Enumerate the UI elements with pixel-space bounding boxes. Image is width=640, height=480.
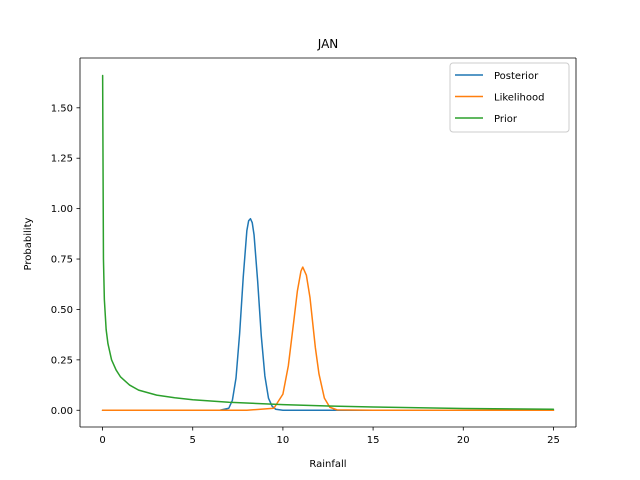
series-line-posterior <box>101 217 555 412</box>
plot-lines <box>101 74 555 412</box>
x-tick-label: 10 <box>277 435 290 446</box>
y-axis-label: Probability <box>23 217 34 270</box>
y-tick-label: 0.75 <box>51 255 73 266</box>
legend: Posterior Likelihood Prior <box>449 62 570 133</box>
x-tick-label: 25 <box>547 435 560 446</box>
y-tick-label: 1.25 <box>51 154 73 165</box>
legend-box <box>449 62 570 133</box>
legend-label-prior: Prior <box>494 114 518 125</box>
x-axis-label: Rainfall <box>309 459 346 470</box>
x-axis-ticks: 0 5 10 15 20 25 <box>99 427 560 446</box>
y-tick-label: 0.00 <box>51 406 73 417</box>
y-tick-label: 1.50 <box>51 103 73 114</box>
y-tick-label: 0.50 <box>51 305 73 316</box>
y-tick-label: 0.25 <box>51 355 73 366</box>
x-tick-label: 0 <box>99 435 105 446</box>
x-tick-label: 15 <box>367 435 380 446</box>
y-axis-ticks: 0.00 0.25 0.50 0.75 1.00 1.25 1.50 <box>51 103 80 417</box>
chart-title: JAN <box>317 37 339 51</box>
series-line-likelihood <box>101 266 555 412</box>
legend-label-posterior: Posterior <box>494 71 539 82</box>
series-line-prior <box>101 74 555 411</box>
x-tick-label: 20 <box>457 435 470 446</box>
legend-label-likelihood: Likelihood <box>494 93 544 104</box>
x-tick-label: 5 <box>190 435 196 446</box>
y-tick-label: 1.00 <box>51 204 73 215</box>
axes-frame <box>79 57 577 428</box>
